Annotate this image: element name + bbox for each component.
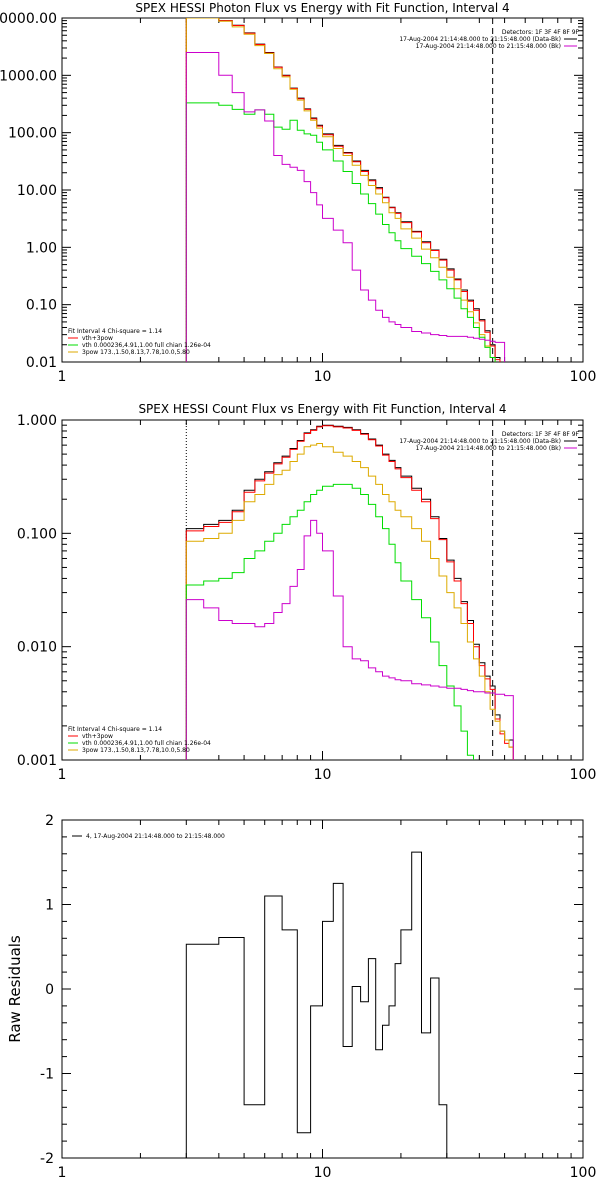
axes-frame: [61, 17, 584, 363]
y-tick-label: -1: [40, 1067, 54, 1083]
series-line-4: [185, 483, 474, 760]
series-group: [185, 424, 514, 760]
series-line-1: [185, 851, 496, 1158]
y-tick-label: 0.001: [17, 753, 57, 769]
y-tick-label: -2: [40, 1151, 54, 1167]
series-group: [185, 851, 496, 1158]
legend-entry: vth 0.000236,4.91,1.00 full chian 1.26e-…: [82, 740, 211, 747]
legend-entry: vth+3pow: [82, 733, 113, 740]
y-tick-label: 1.00: [26, 240, 57, 256]
series-line-3: [185, 18, 496, 362]
x-tick-label: 100: [570, 767, 597, 783]
series-line-5: [185, 52, 506, 362]
legend-entry: Fit Interval 4 Chi-square = 1.14: [68, 726, 162, 733]
y-tick-label: 0: [45, 982, 54, 998]
x-tick-label: 1: [58, 1165, 67, 1181]
series-line-3: [185, 443, 514, 760]
y-tick-label: 10.00: [17, 183, 57, 199]
legend-entry: vth 0.000236,4.91,1.00 full chian 1.26e-…: [82, 342, 211, 349]
axes-frame: [61, 419, 584, 761]
legend-entry: Detectors: 1F 3F 4F 8F 9F: [502, 29, 580, 36]
y-axis-label: Raw Residuals: [6, 935, 24, 1043]
x-tick-label: 1: [58, 767, 67, 783]
series-line-1: [185, 18, 501, 362]
chart-title: SPEX HESSI Photon Flux vs Energy with Fi…: [135, 1, 509, 15]
legend-entry: 17-Aug-2004 21:14:48.000 to 21:15:48.000…: [399, 438, 561, 445]
legend-entry: Fit Interval 4 Chi-square = 1.14: [68, 328, 162, 335]
legend-entry: 3pow 173.,1.50,8.13,7.78,10.0,5.80: [82, 349, 190, 356]
x-tick-label: 1: [58, 369, 67, 385]
legend-entry: vth+3pow: [82, 335, 113, 342]
x-tick-label: 10: [314, 767, 332, 783]
x-tick-label: 100: [570, 369, 597, 385]
x-tick-label: 10: [314, 1165, 332, 1181]
series-line-1: [185, 424, 514, 760]
y-tick-label: 0.10: [26, 298, 57, 314]
legend-entry: 17-Aug-2004 21:14:48.000 to 21:15:48.000…: [416, 445, 561, 452]
y-tick-label: 0.010: [17, 640, 57, 656]
chart-panel-1: SPEX HESSI Photon Flux vs Energy with Fi…: [0, 1, 596, 385]
y-tick-label: 1000.00: [0, 68, 57, 84]
legend-entry: 17-Aug-2004 21:14:48.000 to 21:15:48.000…: [416, 43, 561, 50]
x-tick-label: 100: [570, 1165, 597, 1181]
series-line-2: [185, 425, 514, 760]
series-group: [185, 18, 506, 362]
chart-panel-2: SPEX HESSI Count Flux vs Energy with Fit…: [17, 402, 596, 783]
x-tick-label: 10: [314, 369, 332, 385]
legend-entry: Detectors: 1F 3F 4F 8F 9F: [502, 431, 580, 438]
legend-entry: 4, 17-Aug-2004 21:14:48.000 to 21:15:48.…: [86, 833, 225, 840]
legend-entry: 17-Aug-2004 21:14:48.000 to 21:15:48.000…: [399, 36, 561, 43]
y-tick-label: 100.00: [8, 126, 57, 142]
series-line-5: [185, 519, 514, 760]
legend-entry: 3pow 173.,1.50,8.13,7.78,10.0,5.80: [82, 747, 190, 754]
chart-title: SPEX HESSI Count Flux vs Energy with Fit…: [138, 402, 506, 416]
series-line-2: [185, 18, 501, 362]
y-tick-label: 1.000: [17, 413, 57, 429]
y-tick-label: 2: [45, 813, 54, 829]
y-tick-label: 0.100: [17, 526, 57, 542]
y-tick-label: 1: [45, 898, 54, 914]
series-line-4: [185, 102, 496, 362]
y-tick-label: 0.01: [26, 355, 57, 371]
